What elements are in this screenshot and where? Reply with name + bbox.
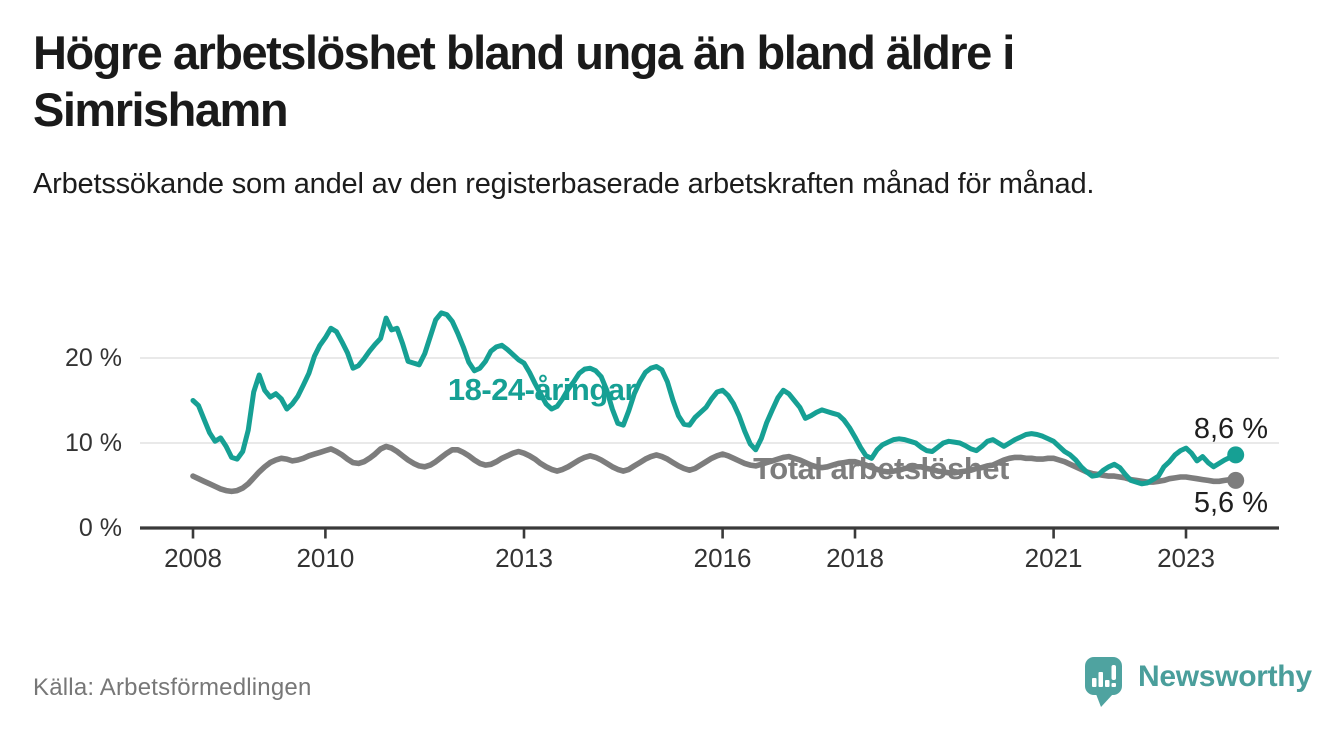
y-tick-label-0: 0 %: [78, 514, 122, 542]
page-title: Högre arbetslöshet bland unga än bland ä…: [33, 26, 1015, 136]
x-tick-label-2016: 2016: [693, 543, 752, 573]
series-label-total: Total arbetslöshet: [753, 451, 1009, 486]
x-tick-label-2018: 2018: [826, 543, 884, 573]
newsworthy-wordmark: Newsworthy: [1138, 660, 1312, 693]
series-label-youth: 18-24-åringar: [447, 372, 637, 407]
end-dot-youth: [1227, 446, 1245, 464]
x-tick-label-2013: 2013: [495, 543, 553, 573]
x-tick-label-2023: 2023: [1157, 543, 1215, 573]
line-youth: [190, 310, 1239, 487]
end-value-total: 5,6 %: [1193, 487, 1268, 519]
y-tick-label-10: 10 %: [65, 429, 122, 457]
line-total: [190, 443, 1239, 495]
x-tick-label-2008: 2008: [164, 543, 222, 573]
newsworthy-logo-icon: [1085, 657, 1122, 707]
source-note: Källa: Arbetsförmedlingen: [33, 674, 312, 701]
y-tick-label-20: 20 %: [65, 344, 122, 372]
end-dot-total: [1227, 471, 1245, 489]
newsworthy-logo: Newsworthy: [1084, 654, 1314, 714]
page-subtitle: Arbetssökande som andel av den registerb…: [33, 168, 1095, 200]
x-tick-label-2010: 2010: [296, 543, 355, 573]
x-tick-label-2021: 2021: [1024, 543, 1083, 573]
end-value-youth: 8,6 %: [1193, 413, 1268, 445]
